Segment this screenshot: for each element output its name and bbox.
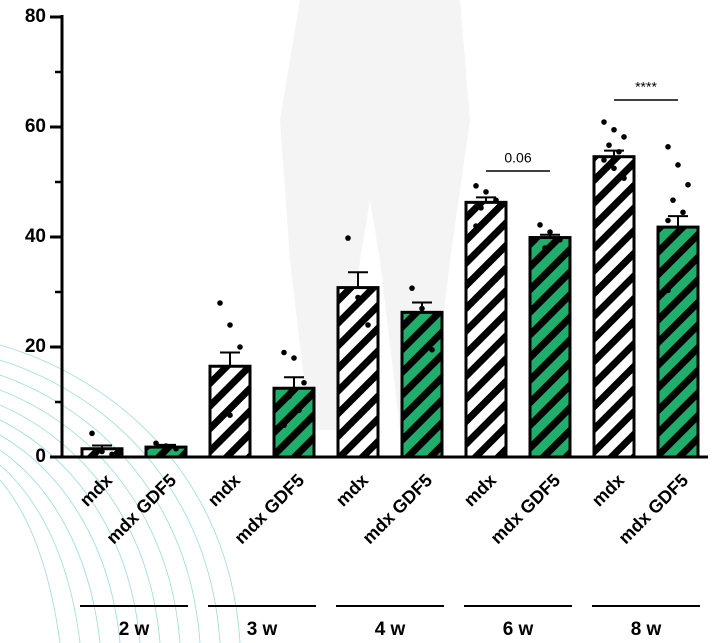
data-point [670, 197, 676, 203]
bar [530, 238, 570, 457]
significance-label: 0.06 [504, 150, 531, 166]
data-point [665, 144, 671, 150]
data-point [173, 446, 179, 452]
data-point [163, 443, 169, 449]
error-bar [668, 216, 688, 227]
x-tick-label: mdx [460, 470, 500, 510]
data-point [680, 209, 686, 215]
data-point [493, 197, 499, 203]
group-label: 2 w [119, 619, 150, 640]
x-tick-label: mdx GDF5 [614, 470, 692, 548]
data-point [488, 212, 494, 218]
group-label: 8 w [631, 619, 662, 640]
data-point [675, 162, 681, 168]
data-point [355, 295, 361, 301]
x-tick-label: mdx [76, 470, 116, 510]
data-point [227, 322, 233, 328]
data-point [611, 127, 617, 133]
data-point [473, 223, 479, 229]
y-tick-label: 80 [25, 6, 46, 27]
data-point [621, 134, 627, 140]
data-point [365, 322, 371, 328]
data-point [473, 183, 479, 189]
data-point [232, 377, 238, 383]
background-decoration [0, 345, 240, 643]
data-point [670, 257, 676, 263]
data-point [99, 449, 105, 455]
data-point [606, 185, 612, 191]
bar [658, 227, 698, 457]
data-point [606, 142, 612, 148]
bar [274, 388, 314, 457]
data-point [601, 157, 607, 163]
data-point [296, 407, 302, 413]
data-point [542, 245, 548, 251]
data-point [286, 394, 292, 400]
data-point [675, 229, 681, 235]
data-point [547, 229, 553, 235]
significance-label: **** [635, 79, 657, 95]
data-point [109, 451, 115, 457]
data-point [665, 218, 671, 224]
chart: 020406080mdxmdx GDF5mdxmdx GDF5mdxmdx GD… [0, 0, 717, 643]
group-label: 3 w [247, 619, 278, 640]
data-point [419, 306, 425, 312]
data-point [217, 300, 223, 306]
data-point [409, 285, 415, 291]
bar [402, 312, 442, 457]
y-tick-label: 60 [25, 116, 46, 137]
data-point [345, 235, 351, 241]
data-point [301, 380, 307, 386]
error-bar [220, 353, 240, 367]
data-point [557, 237, 563, 243]
data-point [237, 344, 243, 350]
group-label: 4 w [375, 619, 406, 640]
y-tick-label: 0 [35, 446, 46, 467]
data-point [611, 165, 617, 171]
data-point [483, 189, 489, 195]
x-tick-label: mdx GDF5 [358, 470, 436, 548]
data-point [281, 422, 287, 428]
data-point [685, 242, 691, 248]
y-tick-label: 20 [25, 336, 46, 357]
data-point [222, 366, 228, 372]
error-bar [284, 377, 304, 388]
group-label: 6 w [503, 619, 534, 640]
data-point [601, 119, 607, 125]
x-tick-label: mdx [588, 470, 628, 510]
x-tick-label: mdx [204, 470, 244, 510]
bar [210, 366, 250, 457]
data-point [616, 149, 622, 155]
bar [594, 157, 634, 457]
x-tick-label: mdx GDF5 [102, 470, 180, 548]
data-point [537, 222, 543, 228]
data-point [281, 350, 287, 356]
x-tick-label: mdx [332, 470, 372, 510]
data-point [227, 412, 233, 418]
data-point [217, 394, 223, 400]
data-point [153, 440, 159, 446]
x-tick-label: mdx GDF5 [230, 470, 308, 548]
x-tick-label: mdx GDF5 [486, 470, 564, 548]
data-point [621, 175, 627, 181]
data-point [89, 431, 95, 437]
bar [338, 288, 378, 457]
data-point [685, 182, 691, 188]
data-point [665, 288, 671, 294]
bar [466, 202, 506, 457]
data-point [291, 355, 297, 361]
data-point [680, 269, 686, 275]
data-point [429, 347, 435, 353]
y-tick-label: 40 [25, 226, 46, 247]
data-point [478, 205, 484, 211]
